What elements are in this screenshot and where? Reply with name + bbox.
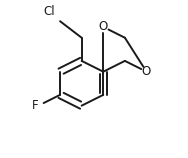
Text: O: O [99, 20, 108, 33]
Text: Cl: Cl [44, 5, 55, 18]
Text: F: F [32, 99, 38, 112]
Text: O: O [142, 65, 151, 78]
